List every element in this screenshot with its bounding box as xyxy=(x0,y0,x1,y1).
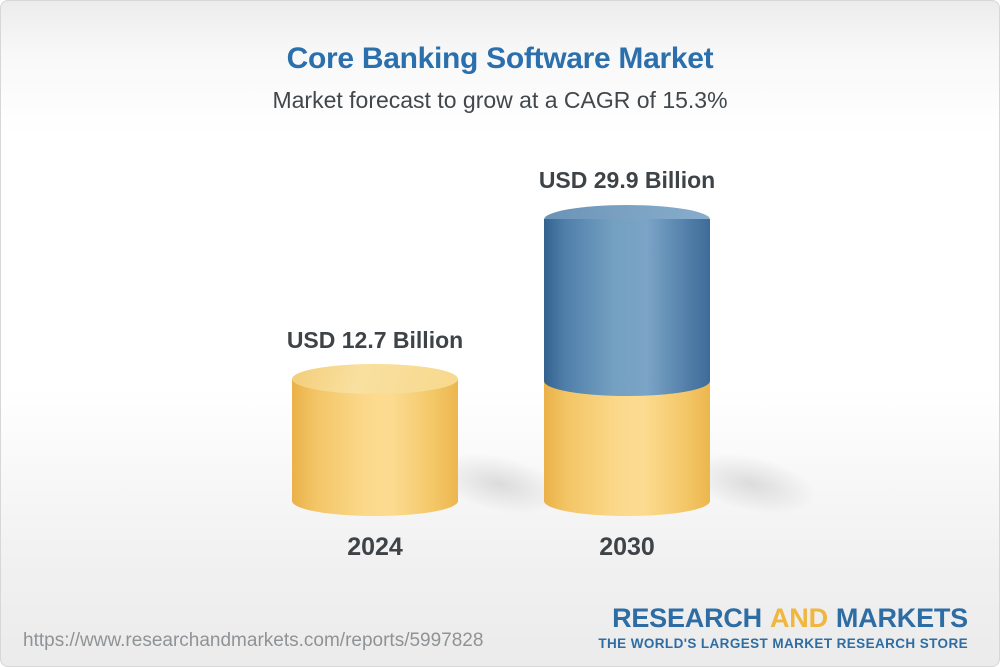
cylinder-2024-body xyxy=(292,379,458,516)
brand-logo: RESEARCH AND MARKETS THE WORLD'S LARGEST… xyxy=(598,603,968,651)
brand-tagline: THE WORLD'S LARGEST MARKET RESEARCH STOR… xyxy=(598,635,968,651)
brand-word-markets: MARKETS xyxy=(835,603,968,633)
brand-logo-wordmark: RESEARCH AND MARKETS xyxy=(598,603,968,634)
value-label-2030: USD 29.9 Billion xyxy=(538,167,716,193)
page-subtitle: Market forecast to grow at a CAGR of 15.… xyxy=(272,87,728,113)
cylinder-shadow-2030 xyxy=(676,441,901,549)
page-title: Core Banking Software Market xyxy=(286,42,714,75)
report-url: https://www.researchandmarkets.com/repor… xyxy=(23,630,484,651)
cylinder-2030-base-segment xyxy=(544,381,710,516)
bar-2030: USD 29.9 Billion 2030 xyxy=(539,167,715,577)
brand-word-and: AND xyxy=(769,603,828,633)
year-label-2024: 2024 xyxy=(347,533,403,561)
brand-word-research: RESEARCH xyxy=(612,603,762,633)
year-label-2030: 2030 xyxy=(599,533,655,561)
cylinder-2024-top xyxy=(292,364,458,394)
bar-2024: USD 12.7 Billion 2024 xyxy=(287,327,463,577)
cylinder-2030-growth-segment xyxy=(544,219,710,396)
value-label-2024: USD 12.7 Billion xyxy=(286,327,464,353)
